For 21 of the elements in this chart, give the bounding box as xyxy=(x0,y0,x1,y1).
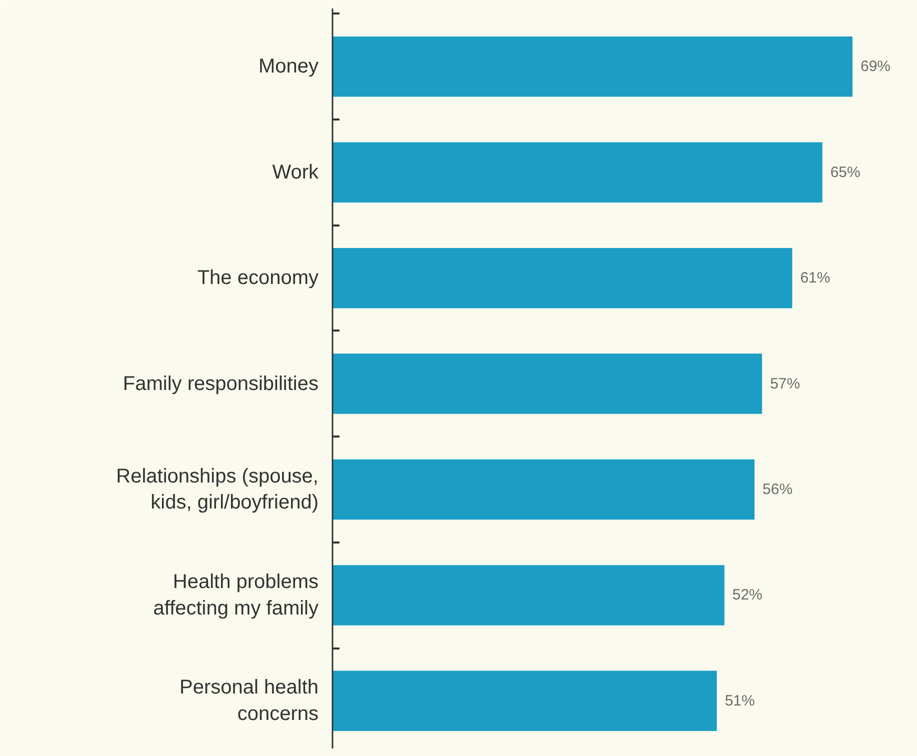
data-label: 57% xyxy=(770,375,800,392)
data-label: 61% xyxy=(800,270,830,287)
y-tick-label: Money xyxy=(258,56,318,78)
y-tick-label: Personal health concerns xyxy=(180,676,319,726)
y-tick-label: Relationships (spouse, kids, girl/boyfriend) xyxy=(116,465,319,514)
y-tick-label: The economy xyxy=(197,267,318,290)
data-label: 69% xyxy=(860,58,891,76)
bar xyxy=(332,248,792,308)
data-label: 56% xyxy=(762,481,793,498)
bar xyxy=(332,565,724,626)
bar xyxy=(332,670,717,732)
bar xyxy=(332,354,762,414)
data-label: 52% xyxy=(732,586,762,604)
y-tick-label: Family responsibilities xyxy=(122,372,319,395)
y-tick-label: Health problems affecting my family xyxy=(153,571,319,620)
y-tick-label: Work xyxy=(272,161,320,184)
data-label: 65% xyxy=(830,164,860,181)
bar xyxy=(332,142,822,202)
bar xyxy=(332,36,852,97)
bar xyxy=(332,459,755,520)
data-label: 51% xyxy=(724,692,755,710)
